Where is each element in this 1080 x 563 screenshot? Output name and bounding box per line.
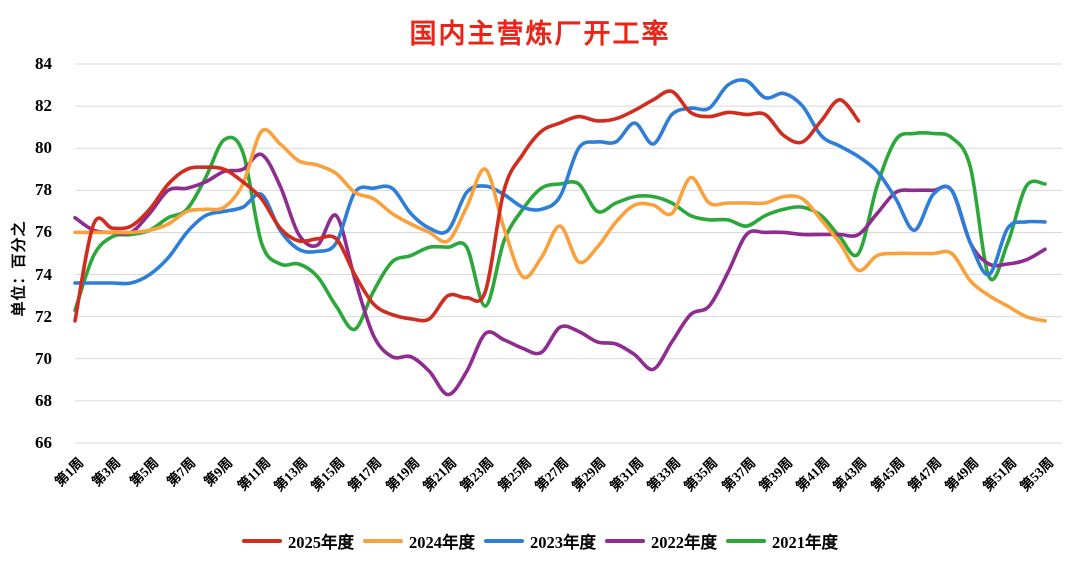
series-line-2025 — [73, 89, 861, 323]
legend-swatch-2021 — [726, 538, 766, 544]
y-tick-label: 78 — [35, 180, 52, 200]
y-tick-label: 76 — [35, 222, 52, 242]
legend-item-2021: 2021年度 — [726, 529, 838, 553]
series-line-2023 — [73, 78, 1047, 286]
legend-item-2024: 2024年度 — [363, 529, 475, 553]
legend-item-2022: 2022年度 — [605, 529, 717, 553]
legend-item-2025: 2025年度 — [242, 529, 354, 553]
y-tick-label: 68 — [35, 390, 52, 410]
y-tick-label: 70 — [35, 348, 52, 368]
legend-item-2023: 2023年度 — [484, 529, 596, 553]
legend-label-2024: 2024年度 — [409, 533, 475, 552]
legend-label-2022: 2022年度 — [651, 533, 717, 552]
series-line-2021 — [73, 131, 1047, 332]
legend-swatch-2025 — [242, 538, 282, 544]
legend-swatch-2024 — [363, 538, 403, 544]
legend-swatch-2022 — [605, 538, 645, 544]
chart-title: 国内主营炼厂开工率 — [409, 19, 671, 49]
legend-label-2021: 2021年度 — [772, 533, 838, 552]
y-tick-label: 82 — [35, 96, 52, 116]
series-line-2024 — [73, 128, 1047, 323]
y-tick-label: 72 — [35, 306, 52, 326]
series-line-2022 — [73, 152, 1047, 397]
legend-swatch-2023 — [484, 538, 524, 544]
y-tick-label: 80 — [35, 138, 52, 158]
legend-label-2025: 2025年度 — [288, 533, 354, 552]
y-tick-label: 74 — [35, 264, 52, 284]
y-tick-label: 66 — [35, 433, 52, 452]
y-tick-label: 84 — [35, 54, 52, 73]
legend-label-2023: 2023年度 — [530, 533, 596, 552]
chart-legend: 2025年度 2024年度 2023年度 2022年度 2021年度 — [0, 529, 1080, 553]
